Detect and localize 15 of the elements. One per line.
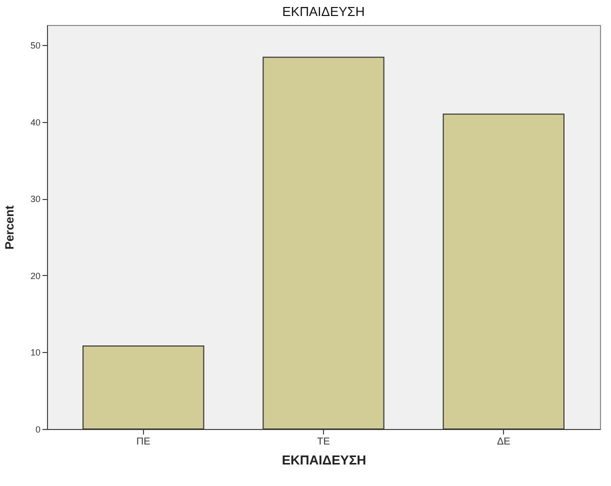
y-tick-label: 10 — [30, 348, 40, 358]
y-tick-label: 40 — [30, 117, 40, 128]
y-tick-label: 0 — [35, 424, 40, 434]
y-axis-title: Percent — [2, 205, 16, 250]
bar — [82, 346, 204, 430]
bar — [262, 56, 384, 430]
x-tick-label: ΔΕ — [496, 436, 511, 448]
chart-title: ΕΚΠΑΙΔΕΥΣΗ — [282, 4, 365, 19]
bar — [442, 114, 564, 430]
x-tick-label: ΠΕ — [136, 436, 151, 448]
x-tick-label: ΤΕ — [317, 436, 330, 448]
y-tick-label: 30 — [30, 194, 40, 204]
x-axis-title: ΕΚΠΑΙΔΕΥΣΗ — [282, 452, 366, 468]
y-tick-label: 20 — [30, 270, 40, 281]
y-tick-label: 50 — [30, 40, 40, 50]
